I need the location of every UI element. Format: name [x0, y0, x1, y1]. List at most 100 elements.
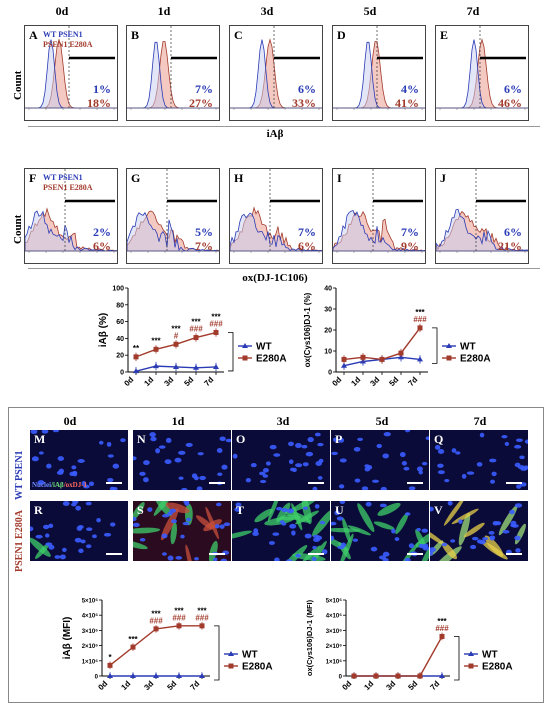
nucleus-V-15 — [514, 535, 521, 541]
panel-label-D: D — [337, 28, 346, 42]
nucleus-M-6 — [30, 430, 38, 435]
nucleus-S-17 — [161, 552, 167, 556]
if-cells-V — [430, 501, 526, 561]
point-W-0-3 — [176, 673, 182, 678]
scale-bar-U — [407, 553, 423, 555]
x-tick-label-W-4: 7d — [188, 679, 201, 692]
y-tick-label-K-0: 0 — [120, 370, 124, 377]
point-L-1-4 — [417, 325, 423, 331]
point-W-1-0 — [107, 662, 113, 668]
flow-panel-J: J 6% 21% — [435, 168, 529, 264]
scale-bar-O — [308, 482, 324, 484]
panel-label-B: B — [131, 28, 140, 42]
nucleus-M-9 — [120, 438, 126, 443]
axis-rule-row1 — [28, 126, 540, 127]
nucleus-V-19 — [447, 501, 453, 506]
y-tick-label-L-2: 20 — [324, 328, 332, 335]
nucleus-O-5 — [295, 443, 302, 449]
histogram-C — [230, 26, 322, 110]
nucleus-O-20 — [262, 467, 269, 473]
stain-nuclei: Nuclei — [32, 481, 52, 489]
nucleus-T-9 — [286, 559, 293, 561]
nucleus-T-15 — [268, 541, 275, 546]
point-W-1-4 — [199, 623, 205, 629]
nucleus-M-12 — [107, 478, 114, 483]
cell-body-T-13 — [284, 510, 311, 523]
nucleus-R-13 — [48, 544, 55, 550]
pct-mut-F: 6% — [93, 239, 111, 253]
nucleus-S-1 — [175, 555, 183, 560]
if-image-T: T — [232, 501, 330, 561]
nucleus-P-24 — [354, 478, 361, 483]
nucleus-U-25 — [379, 503, 387, 508]
nucleus-Q-4 — [444, 478, 450, 483]
nucleus-S-4 — [169, 508, 177, 513]
if-image-V: V — [430, 501, 528, 561]
cell-body-U-9 — [415, 529, 426, 549]
nucleus-U-12 — [422, 545, 429, 551]
nucleus-V-8 — [502, 530, 510, 534]
nucleus-V-4 — [509, 509, 515, 515]
annotation-W-3-0: *** — [174, 607, 184, 616]
y-tick-label-W-0: 0 — [95, 675, 99, 681]
nucleus-U-8 — [421, 528, 428, 533]
nucleus-S-14 — [139, 538, 146, 542]
panel-label-I: I — [337, 171, 342, 185]
nucleus-U-17 — [370, 546, 378, 552]
nucleus-N-24 — [221, 464, 228, 470]
panel-label-H: H — [234, 171, 244, 185]
pct-mut-I: 9% — [401, 239, 419, 253]
y-tick-label-L-1: 10 — [324, 349, 332, 356]
nucleus-V-16 — [510, 523, 517, 528]
nucleus-O-25 — [295, 463, 303, 468]
nucleus-O-3 — [245, 478, 252, 483]
pct-wt-C: 6% — [298, 82, 316, 96]
nucleus-Q-1 — [434, 445, 441, 450]
nucleus-Q-16 — [476, 462, 483, 467]
nucleus-U-2 — [404, 512, 411, 516]
nucleus-O-19 — [307, 437, 314, 443]
nucleus-M-15 — [58, 468, 65, 474]
legend-label-L-0: WT — [460, 342, 476, 353]
nucleus-O-15 — [292, 467, 297, 473]
nucleus-M-20 — [31, 456, 39, 462]
nucleus-T-24 — [313, 537, 321, 542]
series-line-L-1 — [343, 327, 421, 361]
nucleus-M-14 — [106, 441, 112, 447]
point-W-0-0 — [107, 673, 113, 678]
nucleus-S-22 — [220, 558, 228, 561]
nucleus-R-0 — [48, 523, 54, 529]
scale-bar-T — [308, 553, 324, 555]
nucleus-U-20 — [378, 555, 387, 560]
cell-body-T-11 — [301, 501, 312, 525]
nucleus-T-2 — [319, 520, 326, 525]
if-cells-S — [133, 501, 231, 561]
cell-body-T-5 — [267, 501, 280, 522]
x-tick-label-L-4: 7d — [406, 375, 419, 388]
pct-wt-H: 7% — [298, 225, 316, 239]
y-tick-label-X-4: 4×10⁶ — [326, 614, 343, 620]
nucleus-U-6 — [339, 501, 346, 505]
if-panel-label-Q: Q — [434, 432, 444, 446]
pct-wt-A: 1% — [93, 82, 111, 96]
if-time-5d: 5d — [375, 414, 389, 428]
point-L-1-2 — [379, 356, 385, 362]
x-tick-label-W-1: 1d — [119, 679, 132, 692]
nucleus-R-18 — [75, 505, 82, 511]
nucleus-N-18 — [133, 456, 137, 461]
nucleus-O-8 — [302, 462, 309, 467]
nucleus-R-2 — [96, 518, 101, 523]
y-tick-label-X-5: 5×10⁶ — [326, 599, 343, 605]
nucleus-Q-24 — [519, 455, 525, 460]
time-label-3d: 3d — [260, 4, 274, 18]
x-tick-label-W-3: 5d — [165, 679, 178, 692]
time-label-7d: 7d — [466, 4, 480, 18]
point-L-1-1 — [360, 354, 366, 360]
annotation-W-2-1: ### — [149, 617, 163, 626]
cell-body-S-11 — [160, 508, 179, 541]
nucleus-V-5 — [476, 539, 483, 544]
nucleus-T-18 — [286, 508, 294, 514]
nucleus-R-5 — [62, 501, 70, 506]
significance-bracket-W — [214, 625, 220, 681]
pct-wt-G: 5% — [195, 225, 213, 239]
